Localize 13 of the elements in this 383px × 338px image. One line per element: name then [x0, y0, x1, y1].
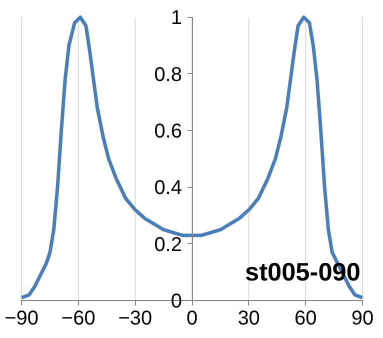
- x-tick-label: 90: [351, 308, 374, 330]
- y-tick-label: 0: [170, 290, 182, 313]
- y-tick-label: 0.8: [154, 64, 182, 86]
- x-tick-label: −30: [118, 308, 152, 330]
- x-tick-label: −90: [4, 308, 39, 330]
- x-tick-label: 60: [294, 308, 317, 330]
- y-tick-label: 0.2: [154, 234, 182, 256]
- y-tick-label: 1: [170, 7, 182, 30]
- x-tick-label: 30: [238, 308, 260, 330]
- x-tick-label: 0: [186, 308, 198, 330]
- y-tick-label: 0.6: [154, 120, 182, 143]
- x-tick-label: −60: [61, 308, 96, 330]
- y-tick-label: 0.4: [154, 177, 182, 200]
